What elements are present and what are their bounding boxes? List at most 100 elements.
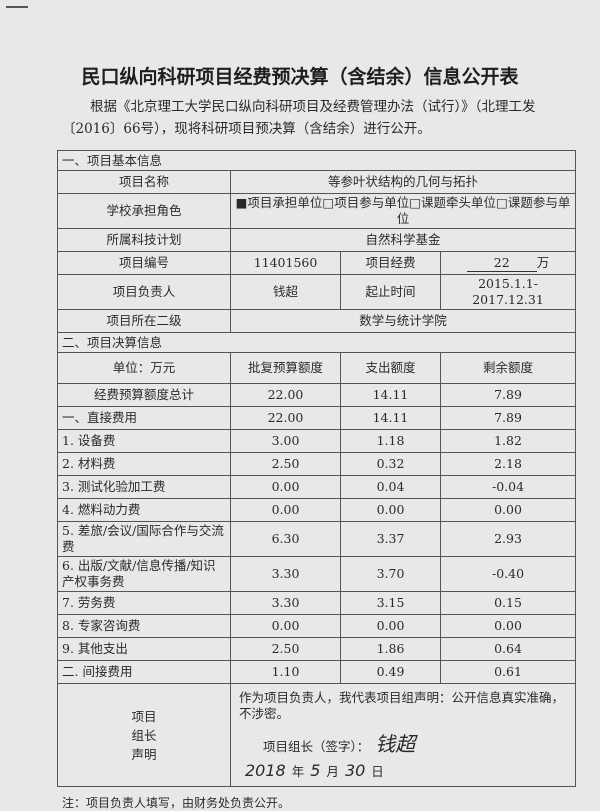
expenditure: 0.00 [340,498,441,522]
expense-item: 9. 其他支出 [57,637,231,661]
project-funding: 22 万 [439,251,577,275]
approved-budget: 2.50 [230,452,341,476]
expenditure: 0.04 [340,475,441,499]
table-row: 2. 材料费 2.50 0.32 2.18 [57,452,577,476]
table-row: 5. 差旅/会议/国际合作与交流费 6.30 3.37 2.93 [57,521,577,557]
expense-item: 5. 差旅/会议/国际合作与交流费 [57,521,231,557]
project-name: 等参叶状结构的几何与拓扑 [229,170,577,194]
column-header: 支出额度 [340,352,441,384]
expenditure: 0.49 [340,660,441,684]
expenditure: 14.11 [340,406,441,430]
remaining: 0.64 [439,637,577,661]
label: 项目负责人 [57,274,231,310]
approved-budget: 6.30 [230,521,341,557]
approved-budget: 22.00 [230,383,341,407]
remaining: 0.00 [439,614,577,638]
label: 项目名称 [57,170,231,194]
declaration-label: 项目组长声明 [57,683,231,787]
label: 项目经费 [340,251,441,275]
sign-label: 项目组长（签字）： [263,739,370,754]
expense-item: 3. 测试化验加工费 [57,475,231,499]
approved-budget: 0.00 [230,475,341,499]
expenditure: 14.11 [340,383,441,407]
label: 项目所在二级 [57,309,231,333]
expense-item: 2. 材料费 [57,452,231,476]
approved-budget: 3.00 [230,429,341,453]
expenditure: 0.00 [340,614,441,638]
remaining: 1.82 [439,429,577,453]
remaining: 0.00 [439,498,577,522]
approved-budget: 2.50 [230,637,341,661]
column-header: 剩余额度 [439,352,577,384]
page-title: 民口纵向科研项目经费预决算（含结余）信息公开表 [81,66,519,88]
remaining: 2.18 [439,452,577,476]
expenditure: 1.18 [340,429,441,453]
approved-budget: 0.00 [230,614,341,638]
department: 数学与统计学院 [229,309,577,333]
table-row: 6. 出版/文献/信息传播/知识产权事务费 3.30 3.70 -0.40 [57,556,577,592]
expense-item: 8. 专家咨询费 [57,614,231,638]
label: 所属科技计划 [57,228,231,252]
table-row: 9. 其他支出 2.50 1.86 0.64 [57,637,577,661]
table-row: 3. 测试化验加工费 0.00 0.04 -0.04 [57,475,577,499]
remaining: -0.04 [439,475,577,499]
handwritten-signature: 钱超 [375,732,416,756]
approved-budget: 22.00 [230,406,341,430]
remaining: 7.89 [439,406,577,430]
table-row: 项目编号 11401560 项目经费 22 万 [57,251,577,275]
expenditure: 0.32 [340,452,441,476]
school-role: ■项目承担单位□项目参与单位□课题牵头单位□课题参与单位 [229,193,577,229]
table-row: 1. 设备费 3.00 1.18 1.82 [57,429,577,453]
expense-item: 二. 间接费用 [57,660,231,684]
remaining: 0.15 [439,591,577,615]
table-row: 项目名称 等参叶状结构的几何与拓扑 [57,170,577,194]
remaining: 7.89 [439,383,577,407]
table-row: 所属科技计划 自然科学基金 [57,228,577,252]
declaration-row: 项目组长声明 作为项目负责人，我代表项目组声明：公开信息真实准确，不涉密。 项目… [57,683,577,787]
header-row: 单位：万元 批复预算额度 支出额度 剩余额度 [57,352,577,384]
table-row: 一、直接费用 22.00 14.11 7.89 [57,406,577,430]
section-final-info: 二、项目决算信息 [56,332,577,353]
table-row: 经费预算额度总计 22.00 14.11 7.89 [57,383,577,407]
intro-line: 根据《北京理工大学民口纵向科研项目及经费管理办法（试行）》（北理工发 [90,99,536,115]
declaration-text: 作为项目负责人，我代表项目组声明：公开信息真实准确，不涉密。 [239,690,565,721]
table-row: 4. 燃料动力费 0.00 0.00 0.00 [57,498,577,522]
approved-budget: 1.10 [230,660,341,684]
remaining: 0.61 [439,660,577,684]
approved-budget: 3.30 [230,556,341,592]
label: 起止时间 [340,274,441,310]
table-row: 7. 劳务费 3.30 3.15 0.15 [57,591,577,615]
remaining: -0.40 [439,556,577,592]
expense-item: 1. 设备费 [57,429,231,453]
intro-paragraph: 根据《北京理工大学民口纵向科研项目及经费管理办法（试行）》（北理工发〔2016〕… [62,96,580,140]
remaining: 2.93 [439,521,577,557]
section-basic-info: 一、项目基本信息 [56,150,577,171]
disclosure-table: 一、项目基本信息 项目名称 等参叶状结构的几何与拓扑 学校承担角色 ■项目承担单位□… [56,150,577,787]
approved-budget: 0.00 [230,498,341,522]
paper-mark [6,6,28,8]
table-row: 8. 专家咨询费 0.00 0.00 0.00 [57,614,577,638]
approved-budget: 3.30 [230,591,341,615]
sign-date: 2018 年 5 月 30 日 [245,761,384,780]
expense-item: 4. 燃料动力费 [57,498,231,522]
label: 学校承担角色 [57,193,231,229]
expenditure: 3.15 [340,591,441,615]
expenditure: 3.37 [340,521,441,557]
expense-item: 7. 劳务费 [57,591,231,615]
intro-line: 〔2016〕66号），现将科研项目预决算（含结余）进行公开。 [62,121,431,137]
expense-item: 6. 出版/文献/信息传播/知识产权事务费 [57,556,231,592]
table-row: 项目所在二级 数学与统计学院 [57,309,577,333]
table-row: 学校承担角色 ■项目承担单位□项目参与单位□课题牵头单位□课题参与单位 [57,193,577,229]
signature-line: 项目组长（签字）： 钱超 [239,734,415,755]
column-header: 批复预算额度 [230,352,341,384]
footnote: 注：项目负责人填写，由财务处负责公开。 [62,796,291,810]
table-row: 项目负责人 钱超 起止时间 2015.1.1-2017.12.31 [57,274,577,310]
table-row: 二. 间接费用 1.10 0.49 0.61 [57,660,577,684]
expense-item: 经费预算额度总计 [57,383,231,407]
funding-unit: 万 [536,254,550,270]
label: 项目编号 [57,251,231,275]
project-number: 11401560 [230,251,341,275]
expenditure: 1.86 [340,637,441,661]
declaration-content: 作为项目负责人，我代表项目组声明：公开信息真实准确，不涉密。 项目组长（签字）：… [229,683,577,787]
